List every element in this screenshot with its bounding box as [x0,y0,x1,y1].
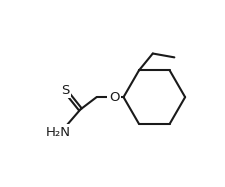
Text: S: S [61,84,69,97]
Text: O: O [108,91,119,104]
Text: H₂N: H₂N [45,126,70,139]
